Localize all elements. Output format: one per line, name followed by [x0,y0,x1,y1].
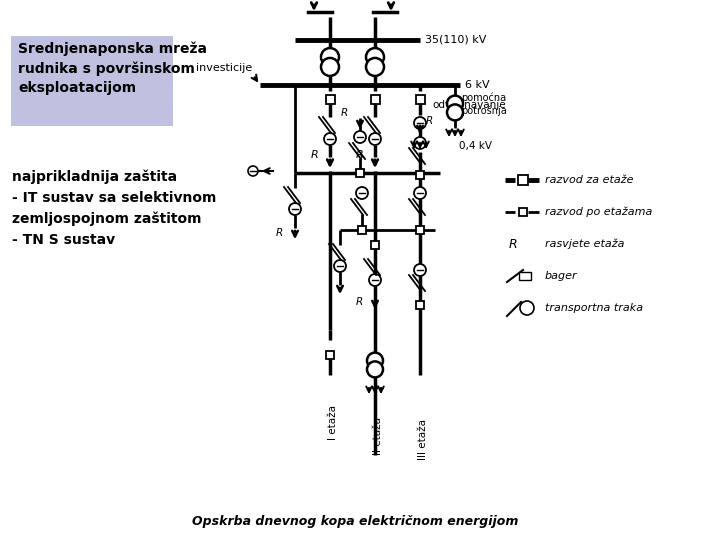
Circle shape [321,48,339,66]
Text: 6 kV: 6 kV [465,80,490,90]
Circle shape [334,260,346,272]
Bar [326,351,334,359]
Text: R: R [341,108,348,118]
Bar [371,241,379,249]
Text: R: R [509,238,517,251]
Text: Opskrba dnevnog kopa električnom energijom: Opskrba dnevnog kopa električnom energij… [192,515,518,528]
Circle shape [366,58,384,76]
Circle shape [356,187,368,199]
Text: R: R [426,116,433,126]
Circle shape [520,301,534,315]
Text: razvod po etažama: razvod po etažama [545,207,652,217]
Bar [415,94,425,104]
Bar [416,301,424,309]
Bar [416,171,424,179]
Text: III etaža: III etaža [418,419,428,460]
Circle shape [414,117,426,129]
Circle shape [369,133,381,145]
Circle shape [354,131,366,143]
Circle shape [414,137,426,149]
Text: pomoćna
potrošnja: pomoćna potrošnja [461,92,507,116]
Bar [416,226,424,234]
Text: 0,4 kV: 0,4 kV [459,141,492,151]
Circle shape [324,133,336,145]
Circle shape [414,264,426,276]
Bar [519,208,527,216]
Circle shape [447,104,463,120]
Circle shape [248,166,258,176]
Text: transportna traka: transportna traka [545,303,643,313]
Text: I etaža: I etaža [328,405,338,440]
Circle shape [289,203,301,215]
Circle shape [367,353,383,369]
Bar [356,169,364,177]
Circle shape [321,58,339,76]
Text: investicije: investicije [196,63,252,73]
Text: bager: bager [545,271,577,281]
Text: R: R [310,150,318,160]
Text: razvod za etaže: razvod za etaže [545,175,634,185]
Circle shape [369,274,381,286]
Text: II etaža: II etaža [373,417,383,455]
Bar [518,175,528,185]
FancyBboxPatch shape [11,36,173,126]
Circle shape [366,48,384,66]
Bar [325,94,335,104]
Circle shape [367,361,383,377]
Text: R: R [276,228,283,238]
Bar [358,226,366,234]
Text: Srednjenaponska mreža
rudnika s površinskom
eksploatacijom: Srednjenaponska mreža rudnika s površins… [18,41,207,95]
Text: odvodnavanje: odvodnavanje [432,100,505,110]
Text: R: R [355,150,363,160]
Text: rasvjete etaža: rasvjete etaža [545,239,624,249]
Bar [519,272,531,280]
Circle shape [447,96,463,112]
Bar [371,94,379,104]
Text: R: R [356,297,363,307]
Text: 35(110) kV: 35(110) kV [425,35,487,45]
Text: najprikladnija zaštita
- IT sustav sa selektivnom
zemljospojnom zaštitom
- TN S : najprikladnija zaštita - IT sustav sa se… [12,170,217,247]
Circle shape [414,187,426,199]
